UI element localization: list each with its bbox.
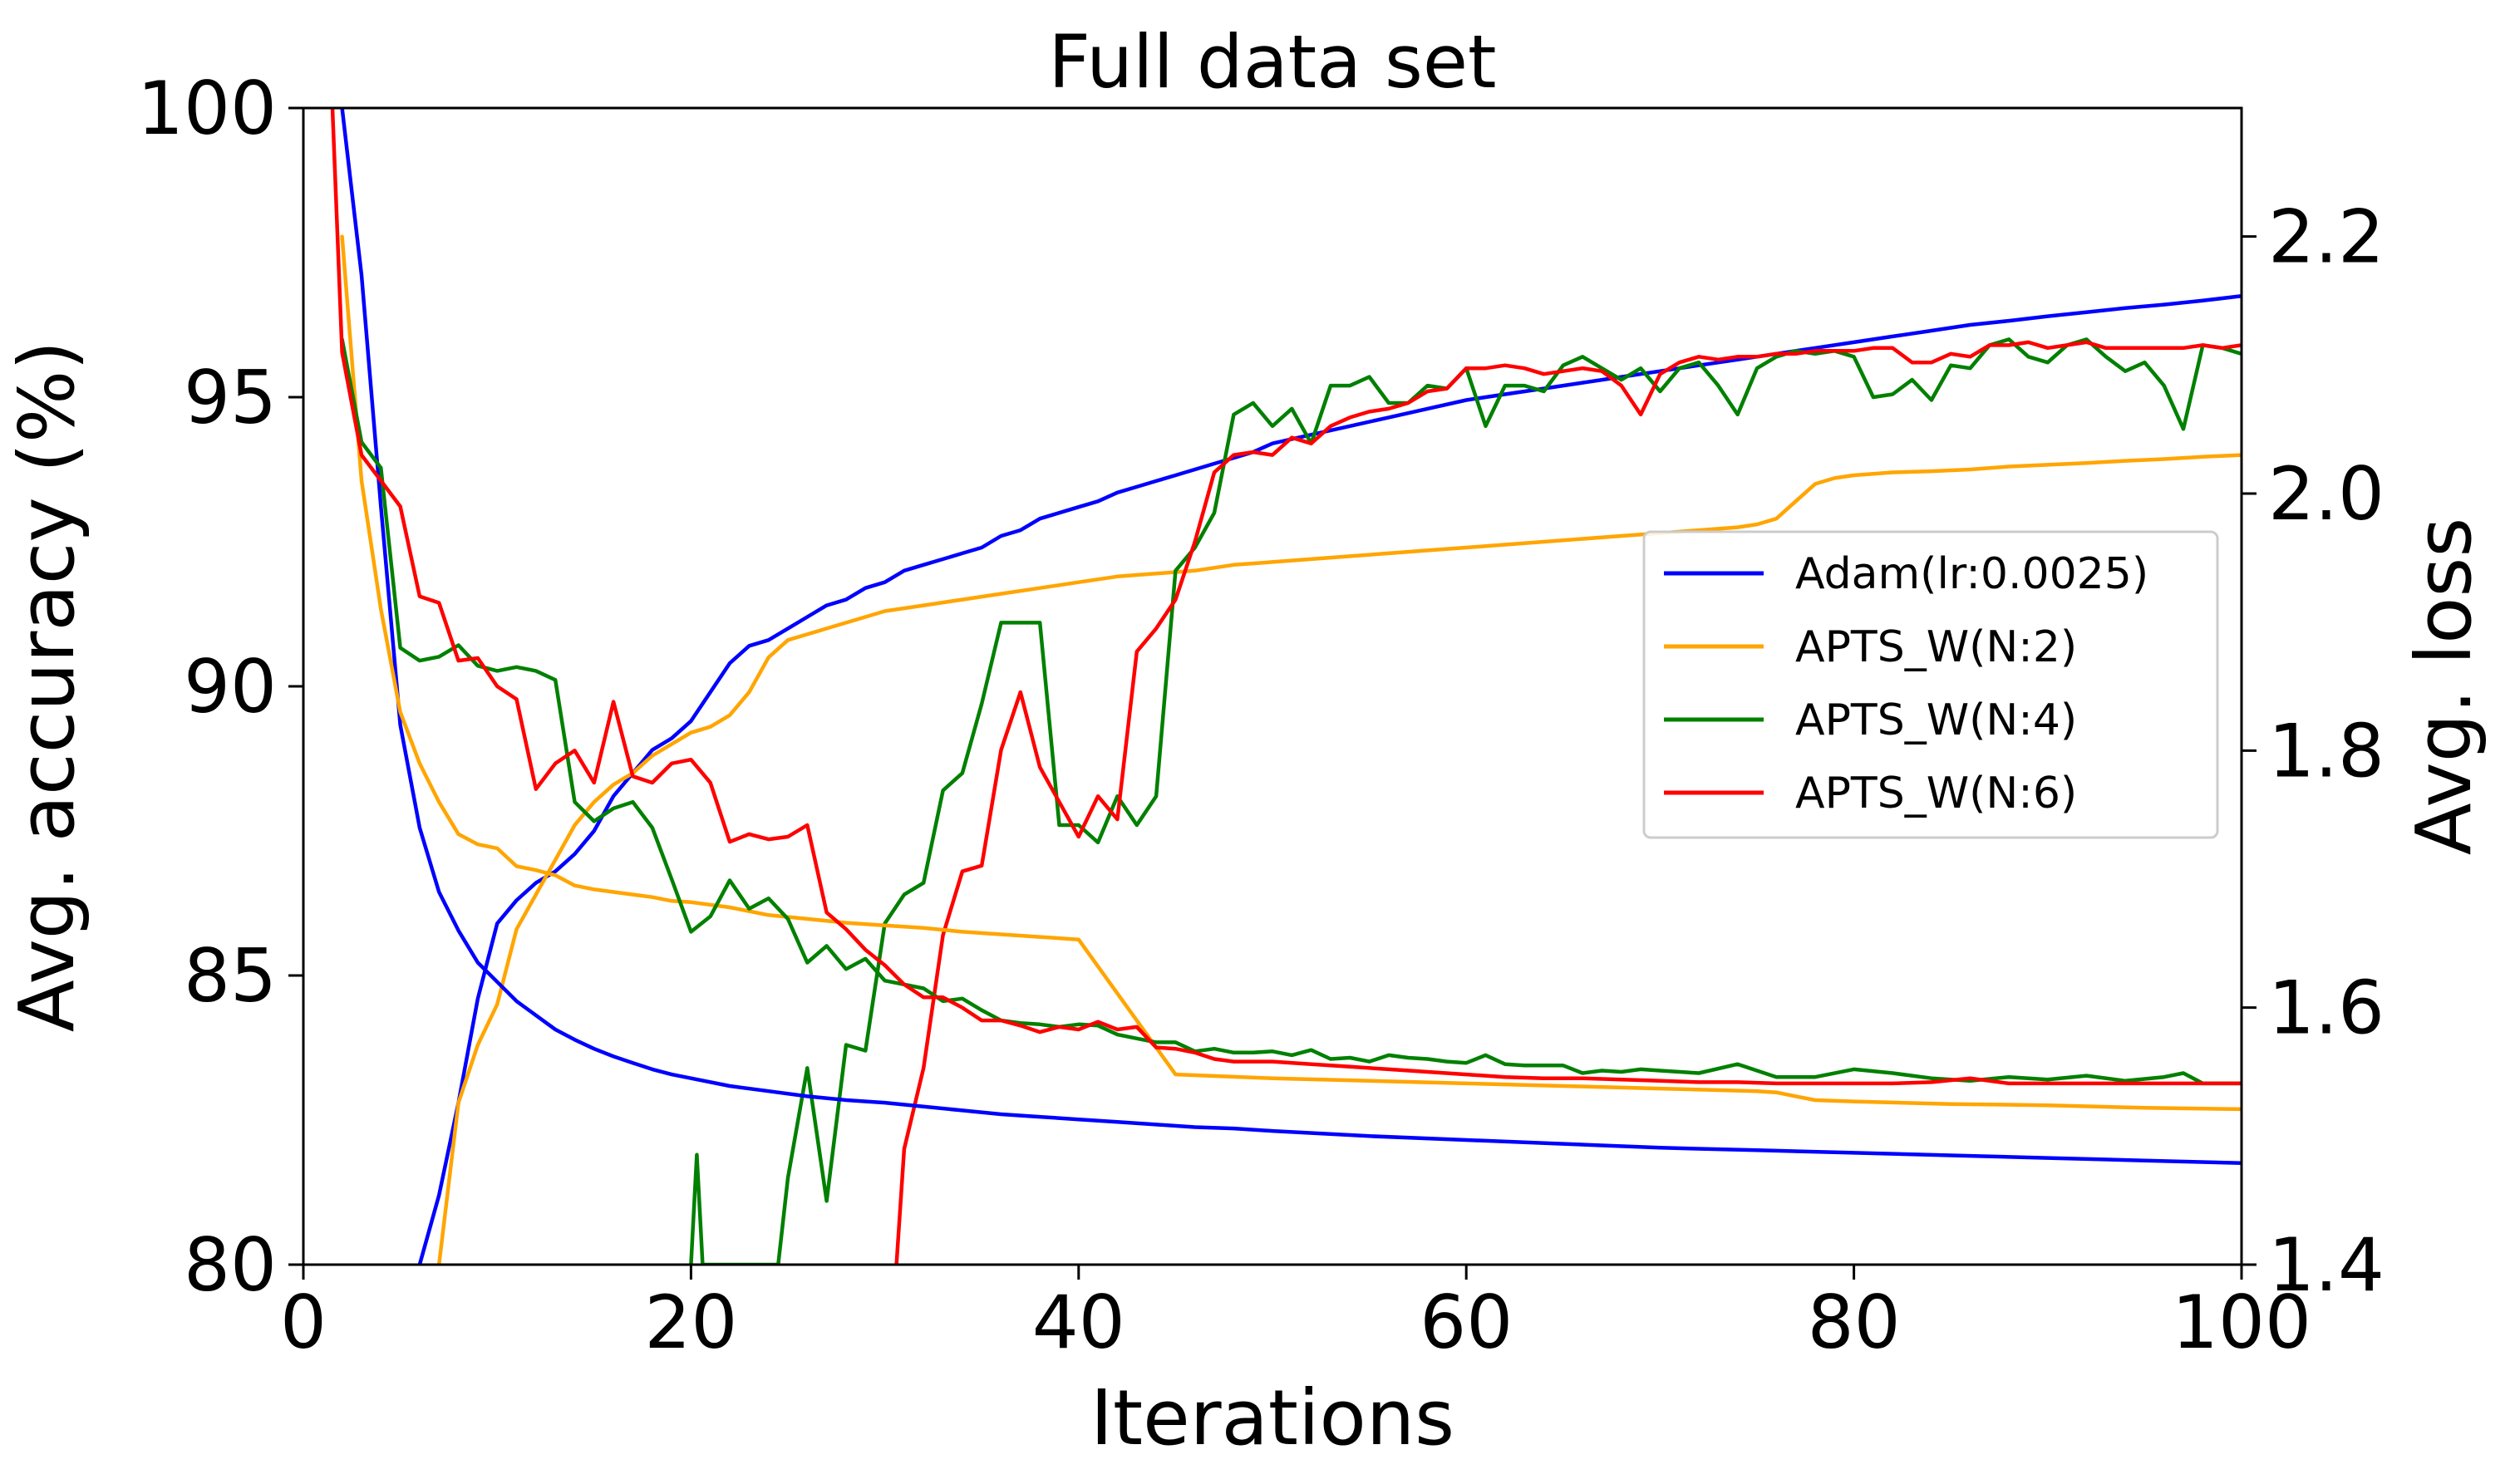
series-line-adam-lr-0-0025-right-axis [340,108,2242,1166]
chart-title: Full data set [1048,19,1496,105]
legend-label-adam-lr-0-0025: Adam(lr:0.0025) [1795,549,2148,599]
legend-label-apts-w-n-2: APTS_W(N:2) [1795,622,2077,672]
x-axis-label: Iterations [1090,1373,1454,1462]
y-right-tick-label: 1.4 [2268,1222,2384,1308]
legend: Adam(lr:0.0025) APTS_W(N:2) APTS_W(N:4) APT… [1642,530,2219,839]
x-tick-label: 40 [1032,1280,1125,1365]
y-right-tick-label: 1.6 [2268,966,2384,1051]
y-left-tick-label: 85 [184,933,277,1019]
y-axis-left-label: Avg. accuracy (%) [2,341,91,1032]
legend-label-apts-w-n-6: APTS_W(N:6) [1795,769,2077,818]
series-line-apts-w-n-2-right-axis [340,234,2242,1112]
y-left-tick-label: 95 [184,355,277,440]
x-tick-label: 0 [280,1280,327,1365]
y-right-tick-label: 2.2 [2268,194,2384,280]
series-line-apts-w-n-6-left-axis [894,340,2242,1265]
x-tick-label: 100 [2172,1280,2311,1365]
y-right-tick-label: 1.8 [2268,708,2384,794]
y-right-tick-label: 2.0 [2268,451,2384,537]
series-line-apts-w-n-4-right-axis [340,337,2242,1086]
y-left-tick-label: 100 [137,66,277,151]
legend-frame [1642,530,2219,839]
x-tick-label: 80 [1808,1280,1901,1365]
series-layer [330,108,2242,1265]
y-left-tick-label: 90 [184,644,277,730]
legend-label-apts-w-n-4: APTS_W(N:4) [1795,695,2077,745]
series-line-apts-w-n-6-right-axis [330,108,2242,1086]
y-axis-right-label: Avg. loss [2399,518,2488,856]
x-tick-label: 20 [644,1280,737,1365]
y-left-tick-label: 80 [184,1222,277,1308]
x-tick-label: 60 [1420,1280,1513,1365]
